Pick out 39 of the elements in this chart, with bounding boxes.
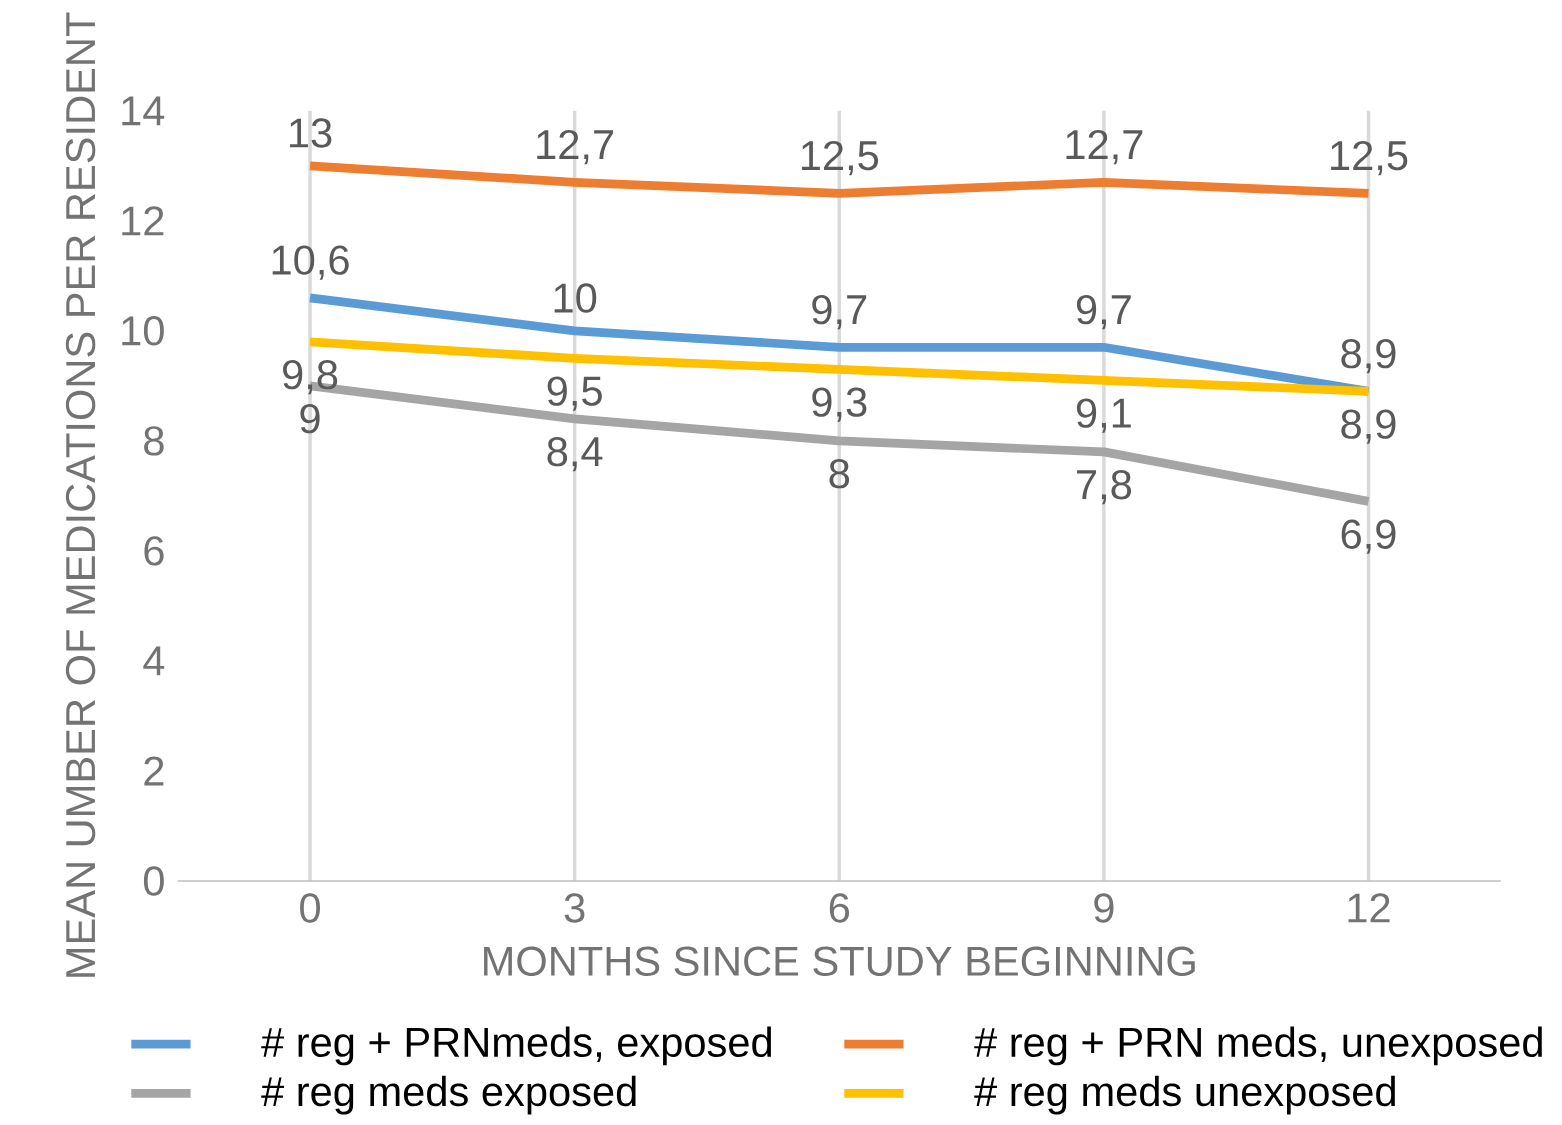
y-tick-label: 8 [144,426,164,456]
y-tick-label: 2 [144,756,164,786]
y-axis-title: MEAN UMBER OF MEDICATIONS PER RESIDENT [65,12,96,977]
y-tick-label: 10 [122,316,164,346]
data-label: 13 [290,118,332,148]
data-label: 9,5 [547,376,602,411]
y-tick-label: 0 [143,866,164,896]
y-tick-label: 6 [144,536,164,566]
data-label: 12,7 [1066,129,1143,165]
data-label: 6,9 [1341,519,1396,554]
data-label: 9,1 [1076,398,1131,433]
data-label: 12,5 [801,140,879,176]
data-label: 9 [300,403,320,434]
data-label: 9,7 [1076,294,1131,330]
data-label: 12,7 [537,129,614,165]
data-label: 8 [829,458,850,489]
data-label: 9,3 [812,387,867,422]
x-tick-label: 9 [1094,893,1114,923]
x-tick-label: 12 [1348,893,1390,923]
data-label: 8,9 [1341,338,1396,374]
data-label: 8,4 [547,436,603,472]
data-label: 10,6 [272,245,349,280]
data-label: 12,5 [1331,140,1408,176]
data-label: 9,8 [283,359,338,395]
x-tick-label: 3 [564,893,585,923]
legend-label: # reg + PRNmeds, exposed [261,1026,771,1066]
data-label: 10 [554,283,597,313]
y-tick-label: 12 [122,206,164,236]
y-tick-label: 14 [122,96,165,126]
legend-label: # reg + PRN meds, unexposed [974,1026,1542,1066]
x-tick-label: 6 [829,893,850,923]
data-label: 7,8 [1077,469,1132,505]
x-axis-title: MONTHS SINCE STUDY BEGINNING [484,946,1195,976]
data-label: 9,7 [812,294,867,330]
legend-label: # reg meds exposed [261,1075,636,1115]
x-tick-label: 0 [300,893,321,923]
y-tick-label: 4 [143,646,165,676]
data-label: 8,9 [1341,409,1396,444]
legend-label: # reg meds unexposed [974,1075,1395,1115]
